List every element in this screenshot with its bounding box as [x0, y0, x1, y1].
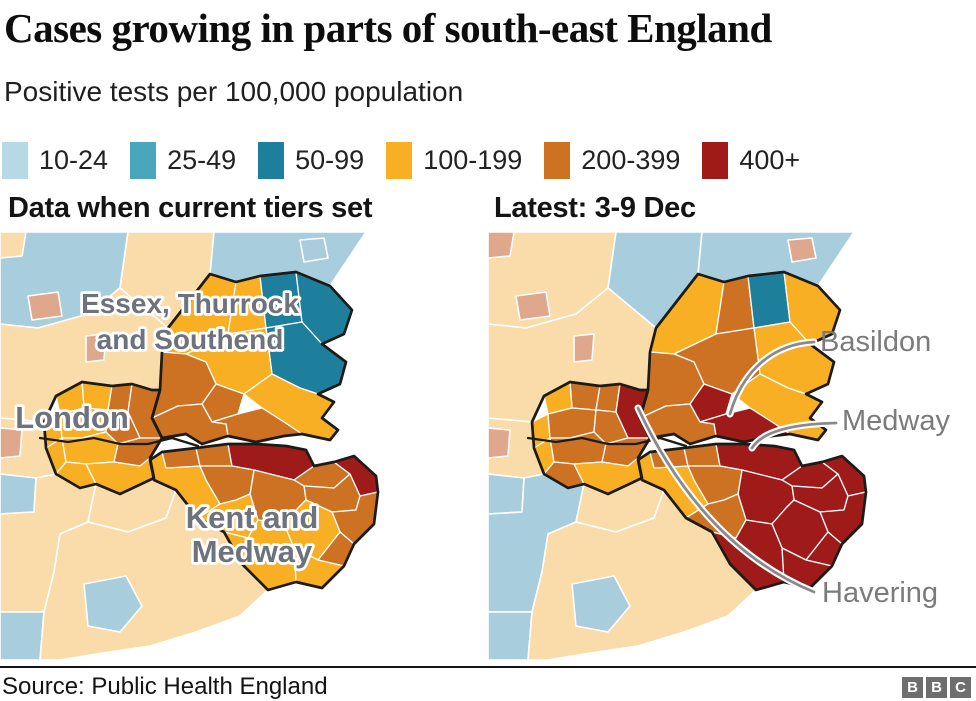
bbc-logo-block-1: B: [902, 676, 923, 698]
map-label-essex-label: and Southend: [97, 324, 284, 355]
bbc-logo-block-3: C: [950, 676, 971, 698]
county-outline-kent: [636, 442, 868, 592]
legend-label: 200-399: [581, 144, 681, 175]
county-outline-essex: [150, 270, 354, 446]
callout-line-medway: [750, 421, 838, 450]
county-outline-kent: [148, 442, 380, 592]
legend-item-10-24: 10-24: [2, 141, 109, 179]
thames-river-line: [38, 436, 200, 448]
map-region-bedford: [0, 231, 27, 259]
legend-label: 10-24: [39, 144, 109, 175]
legend-swatch-10-24: [2, 141, 28, 179]
map-label-essex-label: Essex, Thurrock: [81, 288, 299, 319]
county-outline-essex: [638, 270, 842, 446]
legend-label: 100-199: [423, 144, 523, 175]
thames-river-line: [526, 436, 688, 448]
legend-label: 50-99: [295, 144, 365, 175]
map-svg-right: Basildon Medway Havering: [487, 231, 950, 661]
legend: 10-24 25-49 50-99 100-199 200-399 400+: [2, 140, 822, 180]
legend-swatch-50-99: [258, 141, 285, 179]
source-text: Source: Public Health England: [2, 673, 328, 700]
legend-item-25-49: 25-49: [130, 141, 237, 179]
map-region-brighton: [571, 575, 631, 633]
map-label-kent-label: Medway: [192, 534, 313, 569]
map-svg-left: Essex, Thurrock and Southend London Kent an…: [0, 231, 380, 661]
legend-label: 25-49: [167, 144, 237, 175]
county-outline-london: [530, 380, 652, 496]
map-region-ipswich: [299, 237, 329, 263]
map-region-colchester: [747, 271, 791, 329]
map-region-luton: [515, 291, 551, 321]
map-region-broxbourne: [85, 333, 107, 363]
subtitle: Positive tests per 100,000 population: [4, 76, 464, 107]
callout-label-havering: Havering: [822, 577, 938, 609]
map-region-broxbourne: [573, 333, 595, 363]
panel-title-latest: Latest: 3-9 Dec: [494, 192, 696, 224]
map-region-brighton: [83, 575, 143, 633]
callout-line-havering: [636, 406, 816, 594]
legend-item-400+: 400+: [702, 141, 801, 179]
map-region-slough: [487, 427, 511, 459]
map-label-london-label: London: [15, 400, 129, 435]
map-latest: Basildon Medway Havering: [487, 231, 976, 661]
legend-swatch-400+: [702, 141, 729, 179]
legend-swatch-200-399: [544, 141, 571, 179]
map-region-sw_corner: [487, 611, 533, 661]
map-label-kent-label: Kent and: [186, 500, 319, 535]
callout-label-medway: Medway: [842, 405, 950, 437]
legend-item-100-199: 100-199: [386, 141, 523, 179]
map-region-sw_blue: [487, 473, 525, 515]
legend-label: 400+: [739, 144, 801, 175]
legend-item-200-399: 200-399: [544, 141, 681, 179]
map-region-sw_blue: [0, 473, 37, 515]
map-region-ipswich: [787, 237, 817, 263]
page-title: Cases growing in parts of south-east Eng…: [4, 5, 772, 51]
legend-item-50-99: 50-99: [258, 141, 365, 179]
map-region-luton: [27, 291, 63, 321]
panel-title-tiers-set: Data when current tiers set: [8, 192, 373, 224]
map-region-bedford: [487, 231, 515, 259]
legend-swatch-25-49: [130, 141, 157, 179]
map-region-sw_corner: [0, 611, 45, 661]
map-region-slough: [0, 427, 23, 459]
callout-label-basildon: Basildon: [820, 326, 931, 358]
callout-line-basildon: [728, 340, 816, 416]
legend-swatch-100-199: [386, 141, 413, 179]
bbc-logo-block-2: B: [926, 676, 947, 698]
map-when-tiers-set: Essex, Thurrock and Southend London Kent an…: [0, 231, 488, 661]
county-outline-london: [42, 380, 164, 496]
